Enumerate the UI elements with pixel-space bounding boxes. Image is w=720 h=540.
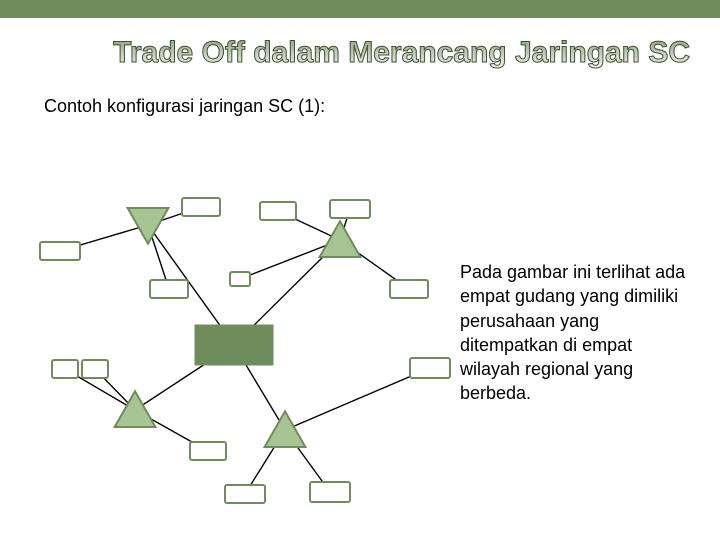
center-node xyxy=(195,325,273,365)
retail-box xyxy=(52,360,78,378)
retail-box xyxy=(310,482,350,502)
subtitle: Contoh konfigurasi jaringan SC (1): xyxy=(0,72,720,117)
page-title: Trade Off dalam Merancang Jaringan SC xyxy=(0,18,720,72)
retail-box xyxy=(230,272,250,286)
retail-box xyxy=(190,442,226,460)
retail-box xyxy=(390,280,428,298)
retail-box xyxy=(225,485,265,503)
retail-box xyxy=(410,358,450,378)
diagram-svg xyxy=(30,180,450,510)
description-text: Pada gambar ini terlihat ada empat gudan… xyxy=(460,260,690,406)
warehouse-node xyxy=(115,391,156,427)
retail-box xyxy=(330,200,370,218)
nodes-layer xyxy=(40,198,450,503)
retail-box xyxy=(182,198,220,216)
retail-box xyxy=(40,242,80,260)
warehouse-node xyxy=(265,411,306,447)
warehouse-node xyxy=(320,221,361,257)
retail-box xyxy=(82,360,108,378)
retail-box xyxy=(260,202,296,220)
header-bar xyxy=(0,0,720,18)
network-diagram xyxy=(30,180,450,510)
edge-wh-box xyxy=(285,368,430,430)
retail-box xyxy=(150,280,188,298)
warehouse-node xyxy=(128,208,169,244)
